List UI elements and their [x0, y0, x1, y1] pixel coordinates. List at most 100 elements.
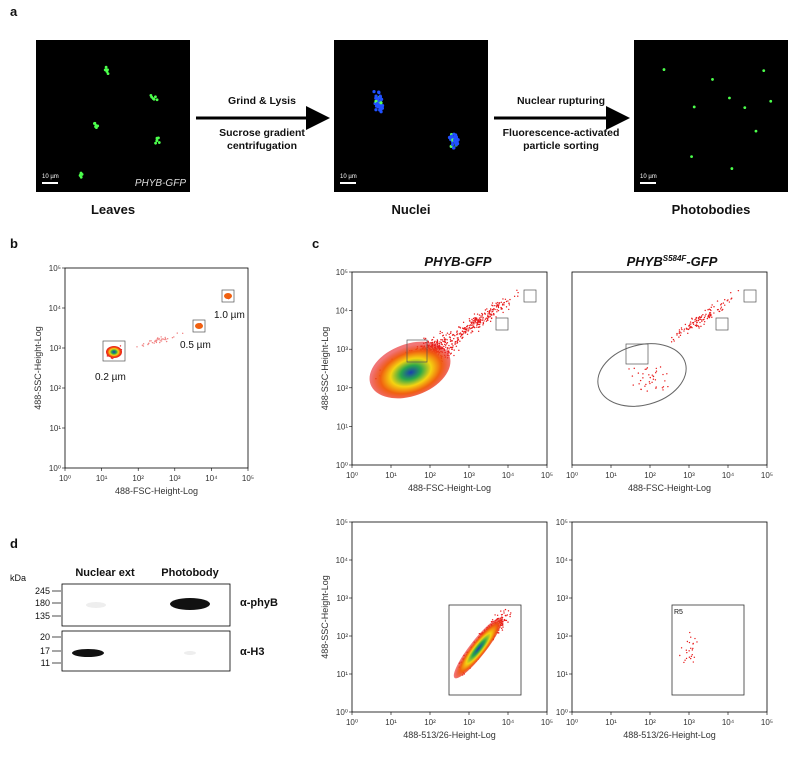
fluorescent-spot [154, 141, 157, 145]
event-dot [687, 332, 689, 335]
event-dot [492, 309, 494, 311]
event-dot [689, 631, 691, 634]
event-dot [691, 654, 693, 656]
event-dot [724, 304, 726, 306]
y-tick-label: 10⁰ [556, 708, 568, 717]
event-dot [453, 349, 455, 351]
event-dot [722, 308, 724, 311]
event-dot [689, 326, 692, 329]
event-dot [731, 297, 733, 299]
event-dot [438, 342, 441, 345]
event-dot [470, 324, 473, 326]
y-tick-label: 10⁰ [336, 708, 348, 717]
fluorescent-spot [106, 72, 110, 75]
event-dot [688, 656, 691, 658]
event-dot [464, 330, 466, 333]
y-tick-label: 10⁵ [49, 264, 61, 273]
event-dot [703, 323, 705, 326]
event-dot [683, 661, 685, 664]
y-axis-label: 488-SSC-Height-Log [33, 326, 43, 410]
y-tick-label: 10³ [336, 594, 348, 603]
event-dot [500, 307, 503, 309]
event-dot [440, 341, 443, 344]
fluorescent-spot [106, 68, 109, 72]
event-dot [447, 347, 449, 349]
gate [625, 343, 649, 365]
event-dot [481, 319, 483, 322]
x-tick-label: 10⁴ [722, 471, 735, 480]
step-label: Sucrose gradient [219, 127, 305, 139]
lane-label: Nuclear ext [75, 567, 135, 579]
event-dot [500, 301, 503, 303]
event-dot [424, 337, 427, 340]
population [106, 346, 122, 358]
event-dot [701, 320, 703, 322]
event-dot [472, 322, 475, 324]
event-dot [456, 333, 458, 336]
event-dot [484, 318, 487, 320]
event-dot [450, 352, 452, 354]
fluorescent-spot [157, 136, 160, 140]
plot-frame [351, 271, 548, 466]
y-tick-label: 10² [336, 632, 348, 641]
event-dot [730, 291, 732, 294]
event-dot [495, 302, 497, 304]
event-dot [450, 331, 452, 333]
title-part: PHYB [627, 254, 663, 269]
event-dot [489, 308, 492, 310]
event-dot [642, 377, 644, 379]
event-dot [694, 324, 697, 327]
event-dot [503, 618, 506, 621]
event-dot [694, 318, 696, 321]
event-dot [502, 311, 504, 314]
event-dot [700, 316, 702, 318]
event-dot [694, 320, 696, 322]
event-dot [441, 331, 443, 334]
event-dot [688, 650, 690, 652]
event-dot [156, 339, 158, 341]
event-dot [491, 314, 493, 316]
event-dot [698, 325, 700, 328]
gate [523, 289, 537, 303]
event-dot [440, 343, 442, 345]
event-dot [441, 344, 443, 346]
event-dot [707, 315, 709, 317]
event-dot [448, 336, 451, 338]
scale-label: 10 µm [340, 174, 357, 180]
event-dot [457, 338, 459, 341]
event-dot [467, 324, 469, 327]
x-tick-label: 10⁵ [541, 471, 553, 480]
y-tick-label: 10² [49, 384, 61, 393]
y-axis-label: 488-SSC-Height-Log [320, 575, 330, 659]
event-dot [507, 610, 510, 612]
event-dot [672, 338, 675, 341]
fluorescent-spot [96, 124, 100, 128]
event-dot [476, 313, 479, 315]
event-dot [655, 372, 657, 374]
event-dot [708, 316, 711, 318]
event-dot [504, 614, 507, 617]
event-dot [703, 321, 706, 323]
event-dot [703, 316, 706, 319]
nucleus-spot [380, 106, 384, 110]
event-dot [439, 330, 442, 333]
event-dot [466, 329, 468, 331]
size-annotation: 0.2 µm [95, 372, 126, 383]
event-dot [709, 312, 711, 314]
fluorescent-spot [728, 96, 731, 100]
x-tick-label: 10² [424, 471, 436, 480]
x-tick-label: 10² [644, 471, 656, 480]
marker-label: 11 [41, 658, 50, 668]
event-dot [436, 339, 439, 341]
event-dot [471, 318, 473, 321]
event-dot [147, 342, 150, 345]
gate [715, 317, 729, 331]
event-dot [716, 300, 719, 302]
event-dot [451, 348, 453, 350]
event-dot [491, 619, 494, 621]
event-dot [670, 341, 673, 343]
event-dot [724, 299, 726, 301]
x-tick-label: 10² [132, 474, 144, 483]
event-dot [683, 330, 685, 332]
event-dot [449, 338, 452, 340]
